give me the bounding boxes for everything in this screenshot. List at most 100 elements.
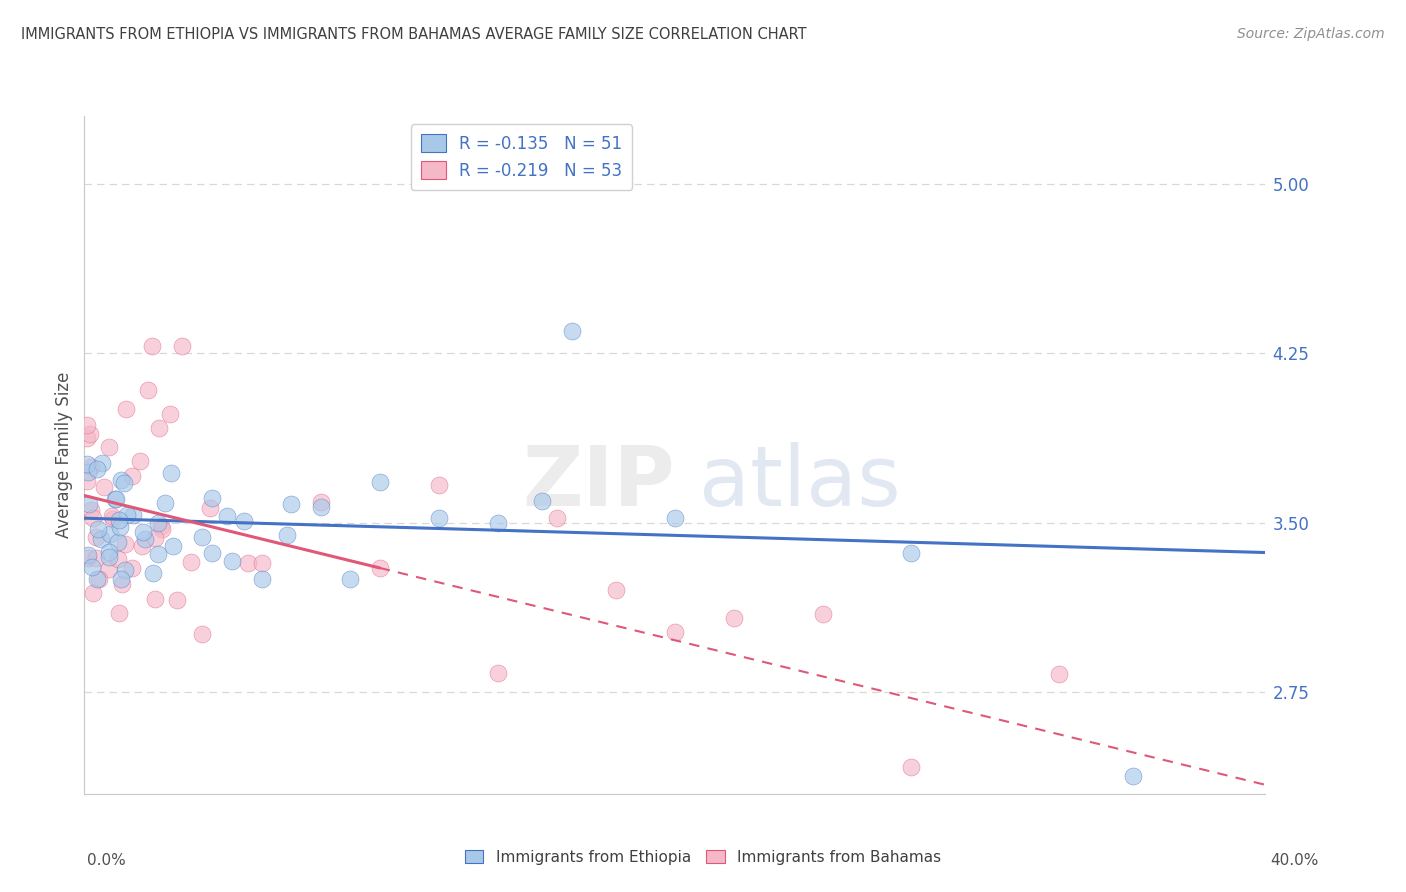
Point bbox=[87, 572, 110, 586]
Point bbox=[84, 530, 107, 544]
Point bbox=[129, 454, 152, 468]
Point bbox=[149, 518, 172, 533]
Point bbox=[87, 522, 110, 536]
Point bbox=[90, 532, 112, 546]
Point bbox=[110, 473, 132, 487]
Point bbox=[143, 531, 166, 545]
Point bbox=[191, 627, 214, 641]
Point bbox=[121, 561, 143, 575]
Point bbox=[664, 624, 686, 639]
Point bbox=[160, 467, 183, 481]
Point bbox=[900, 760, 922, 774]
Point bbox=[98, 440, 121, 454]
Point bbox=[146, 516, 169, 531]
Point bbox=[97, 549, 120, 564]
Point bbox=[250, 556, 273, 570]
Point bbox=[148, 421, 170, 435]
Point bbox=[86, 462, 108, 476]
Point bbox=[76, 431, 98, 445]
Point bbox=[77, 548, 100, 562]
Point bbox=[107, 534, 129, 549]
Point bbox=[114, 563, 136, 577]
Point bbox=[114, 537, 136, 551]
Text: ZIP: ZIP bbox=[523, 442, 675, 523]
Point bbox=[80, 560, 103, 574]
Point bbox=[76, 474, 98, 488]
Point bbox=[723, 611, 745, 625]
Point bbox=[546, 511, 568, 525]
Text: Source: ZipAtlas.com: Source: ZipAtlas.com bbox=[1237, 27, 1385, 41]
Point bbox=[200, 500, 222, 515]
Point bbox=[232, 514, 254, 528]
Point bbox=[221, 554, 243, 568]
Point bbox=[368, 560, 391, 574]
Point bbox=[134, 532, 156, 546]
Point bbox=[76, 551, 98, 566]
Point bbox=[191, 530, 214, 544]
Point bbox=[132, 524, 155, 539]
Point bbox=[427, 511, 450, 525]
Y-axis label: Average Family Size: Average Family Size bbox=[55, 372, 73, 538]
Point bbox=[368, 475, 391, 489]
Point bbox=[91, 456, 114, 470]
Point bbox=[143, 592, 166, 607]
Point bbox=[84, 550, 107, 565]
Point bbox=[142, 566, 165, 580]
Point bbox=[141, 339, 163, 353]
Point bbox=[112, 476, 135, 491]
Point bbox=[80, 459, 103, 474]
Text: IMMIGRANTS FROM ETHIOPIA VS IMMIGRANTS FROM BAHAMAS AVERAGE FAMILY SIZE CORRELAT: IMMIGRANTS FROM ETHIOPIA VS IMMIGRANTS F… bbox=[21, 27, 807, 42]
Point bbox=[111, 577, 134, 591]
Point bbox=[339, 572, 361, 586]
Point bbox=[427, 477, 450, 491]
Point bbox=[79, 502, 101, 516]
Point bbox=[1122, 769, 1144, 783]
Point bbox=[900, 546, 922, 560]
Point bbox=[1047, 667, 1070, 681]
Point bbox=[101, 512, 124, 526]
Point bbox=[98, 545, 121, 559]
Point bbox=[486, 516, 509, 530]
Point bbox=[180, 555, 202, 569]
Text: 0.0%: 0.0% bbox=[87, 854, 127, 868]
Point bbox=[530, 494, 553, 508]
Legend: Immigrants from Ethiopia, Immigrants from Bahamas: Immigrants from Ethiopia, Immigrants fro… bbox=[458, 844, 948, 871]
Point bbox=[280, 497, 302, 511]
Point bbox=[77, 497, 100, 511]
Point bbox=[86, 572, 108, 586]
Point bbox=[201, 491, 224, 506]
Legend: R = -0.135   N = 51, R = -0.219   N = 53: R = -0.135 N = 51, R = -0.219 N = 53 bbox=[411, 124, 633, 190]
Point bbox=[811, 607, 834, 622]
Point bbox=[110, 520, 132, 534]
Point bbox=[82, 586, 104, 600]
Text: atlas: atlas bbox=[699, 442, 900, 523]
Point bbox=[77, 465, 100, 479]
Point bbox=[107, 552, 129, 566]
Point bbox=[108, 514, 131, 528]
Point bbox=[104, 491, 127, 506]
Point bbox=[122, 508, 145, 522]
Point bbox=[162, 539, 184, 553]
Point bbox=[79, 427, 101, 442]
Point bbox=[560, 324, 583, 338]
Point bbox=[215, 509, 238, 524]
Point bbox=[152, 523, 174, 537]
Point bbox=[136, 384, 159, 398]
Text: 40.0%: 40.0% bbox=[1271, 854, 1319, 868]
Point bbox=[110, 572, 132, 586]
Point bbox=[309, 500, 332, 514]
Point bbox=[250, 572, 273, 586]
Point bbox=[98, 526, 121, 541]
Point bbox=[121, 469, 143, 483]
Point bbox=[93, 479, 115, 493]
Point bbox=[486, 666, 509, 681]
Point bbox=[131, 539, 153, 553]
Point bbox=[664, 510, 686, 524]
Point bbox=[108, 607, 131, 621]
Point bbox=[97, 562, 120, 576]
Point bbox=[148, 547, 170, 561]
Point bbox=[236, 557, 259, 571]
Point bbox=[605, 583, 627, 598]
Point bbox=[105, 491, 128, 506]
Point bbox=[170, 339, 193, 353]
